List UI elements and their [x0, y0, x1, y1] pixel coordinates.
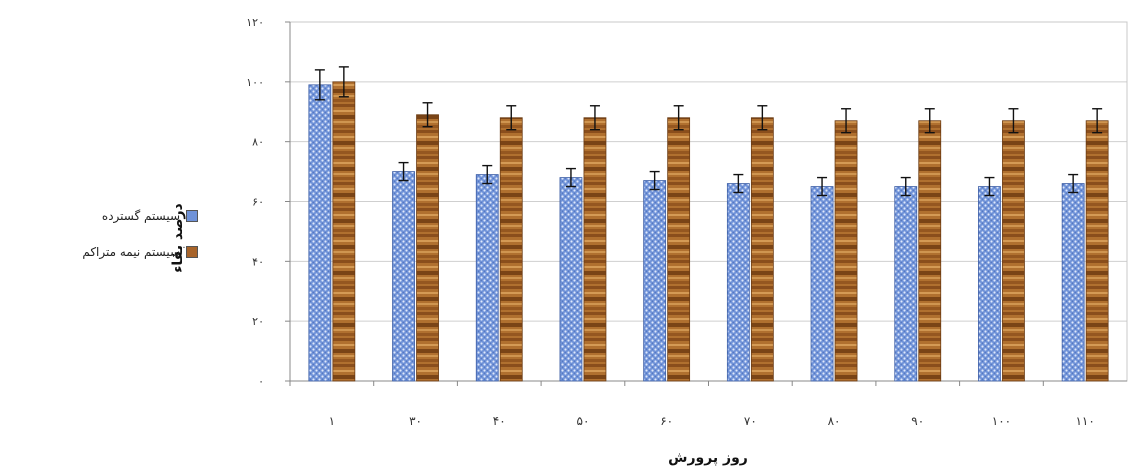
- legend-label: سیستم گسترده: [101, 209, 180, 223]
- x-tick-label: ۵۰: [577, 414, 590, 428]
- bars: [308, 81, 1109, 382]
- bar-series-1-5: [643, 180, 667, 382]
- x-tick-label: ۴۰: [493, 414, 506, 428]
- legend-item-series-2: سیستم نیمه متراکم: [8, 241, 198, 263]
- error-bars: [314, 66, 1103, 197]
- y-tick-label: ۴۰: [252, 255, 264, 268]
- bar-series-2-4: [583, 117, 607, 382]
- bar-series-2-3: [499, 117, 523, 382]
- bar-series-2-8: [918, 120, 942, 382]
- x-tick-label: ۳۰: [409, 414, 422, 428]
- bar-series-1-9: [978, 186, 1001, 382]
- x-tick-label: ۱: [329, 414, 335, 428]
- x-tick-label: ۶۰: [660, 414, 673, 428]
- x-tick-labels: ۱ ۳۰ ۴۰ ۵۰ ۶۰ ۷۰ ۸۰ ۹۰ ۱۰۰ ۱۱۰: [329, 414, 1095, 428]
- grid-lines: [290, 21, 1127, 322]
- legend-label: سیستم نیمه متراکم: [82, 245, 180, 259]
- bar-series-1-1: [308, 84, 332, 382]
- y-tick-label: ۰: [258, 375, 264, 388]
- bar-series-2-10: [1085, 120, 1109, 382]
- y-tick-labels: ۰ ۲۰ ۴۰ ۶۰ ۸۰ ۱۰۰ ۱۲۰: [246, 16, 264, 388]
- bar-series-1-8: [894, 186, 918, 382]
- legend-swatch-blue: [186, 210, 198, 222]
- bar-series-2-9: [1002, 120, 1025, 382]
- bar-series-2-7: [834, 120, 858, 382]
- x-axis-label: روز پرورش: [668, 450, 748, 466]
- x-tick-label: ۱۱۰: [1075, 414, 1094, 428]
- x-tick-label: ۱۰۰: [992, 414, 1011, 428]
- bar-series-1-10: [1061, 183, 1085, 382]
- y-tick-label: ۱۲۰: [246, 16, 264, 29]
- legend: سیستم گسترده سیستم نیمه متراکم: [8, 205, 198, 277]
- legend-item-series-1: سیستم گسترده: [8, 205, 198, 227]
- bar-series-2-1: [332, 81, 356, 382]
- x-tick-label: ۷۰: [744, 414, 757, 428]
- bar-series-1-3: [475, 174, 499, 382]
- bar-series-1-2: [392, 171, 415, 382]
- bar-series-1-6: [726, 183, 750, 382]
- bar-series-2-6: [750, 117, 774, 382]
- bar-series-2-5: [667, 117, 691, 382]
- bar-series-1-7: [810, 186, 834, 382]
- bar-series-1-4: [559, 177, 583, 382]
- x-tick-label: ۹۰: [911, 414, 924, 428]
- bar-series-2-2: [416, 114, 439, 382]
- x-tick-label: ۸۰: [828, 414, 841, 428]
- y-tick-label: ۱۰۰: [246, 76, 264, 89]
- y-tick-label: ۶۰: [252, 196, 264, 209]
- legend-swatch-brown: [186, 246, 198, 258]
- y-tick-label: ۲۰: [252, 315, 264, 328]
- y-tick-label: ۸۰: [252, 136, 264, 149]
